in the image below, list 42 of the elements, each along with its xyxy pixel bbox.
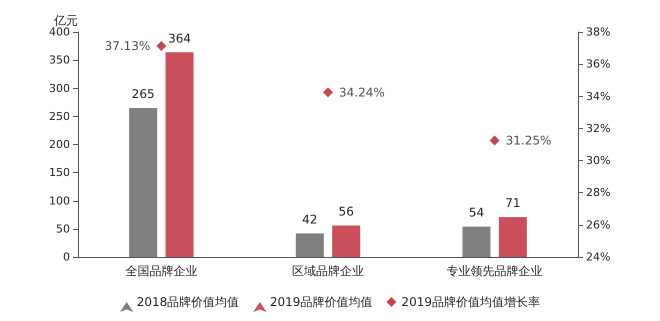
- y-tick-label: 0: [63, 250, 70, 264]
- y-tick-label: 300: [49, 82, 70, 95]
- data-label: 364: [168, 31, 191, 46]
- bar: [498, 217, 527, 257]
- bar: [296, 233, 324, 257]
- data-label: 31.25%: [506, 133, 552, 148]
- x-tick-label: 专业领先品牌企业: [446, 264, 543, 278]
- y2-tick-label: 26%: [586, 218, 610, 232]
- data-label: 265: [132, 86, 155, 101]
- y2-tick-label: 36%: [586, 58, 610, 71]
- y-tick-label: 250: [49, 110, 70, 123]
- point: [490, 135, 500, 146]
- point: [156, 40, 166, 51]
- bar: [462, 226, 490, 257]
- y2-tick-label: 34%: [586, 90, 610, 103]
- bar: [129, 108, 158, 257]
- bar: [166, 52, 194, 257]
- legend-label: 2019品牌价值均值增长率: [401, 295, 540, 309]
- data-label: 54: [468, 206, 484, 220]
- y-tick-label: 400: [49, 26, 70, 38]
- point: [323, 87, 333, 98]
- x-tick-label: 区域品牌企业: [292, 264, 364, 278]
- y2-tick-label: 32%: [586, 122, 610, 135]
- y-tick-label: 350: [49, 54, 70, 67]
- data-label: 37.13%: [104, 38, 150, 53]
- y2-tick-label: 30%: [586, 154, 610, 168]
- y-tick-label: 50: [56, 222, 70, 236]
- y-axis-title: 亿元: [53, 14, 78, 28]
- data-label: 42: [302, 212, 318, 226]
- y2-tick-label: 38%: [586, 26, 610, 38]
- x-tick-label: 全国品牌企业: [125, 264, 198, 278]
- data-label: 56: [338, 204, 354, 218]
- y-tick-label: 200: [49, 138, 70, 151]
- data-label: 34.24%: [339, 85, 385, 100]
- y2-tick-label: 24%: [586, 250, 610, 264]
- bar: [332, 226, 360, 257]
- legend-label: 2019品牌价值均值: [270, 295, 372, 309]
- y2-tick-label: 28%: [586, 186, 610, 200]
- data-label: 71: [505, 196, 521, 210]
- y-tick-label: 100: [49, 194, 70, 208]
- y-tick-label: 150: [49, 166, 70, 180]
- legend-label: 2018品牌价值均值: [136, 295, 240, 309]
